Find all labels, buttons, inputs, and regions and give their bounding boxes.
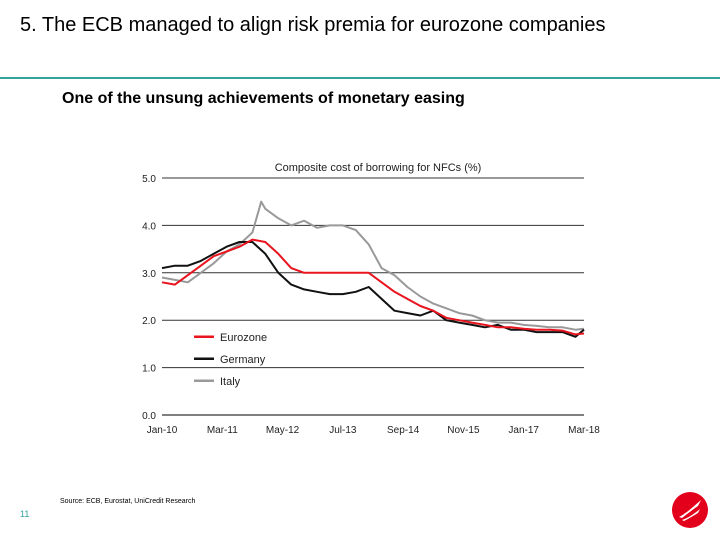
legend-label-italy: Italy <box>220 376 241 388</box>
chart-title: Composite cost of borrowing for NFCs (%) <box>275 162 482 174</box>
chart-legend: Eurozone Germany Italy <box>194 332 267 388</box>
y-tick-label: 2.0 <box>142 316 156 327</box>
logo-mark <box>679 500 701 518</box>
y-tick-label: 5.0 <box>142 174 156 185</box>
y-tick-label: 0.0 <box>142 411 156 422</box>
source-note: Source: ECB, Eurostat, UniCredit Researc… <box>60 498 196 505</box>
unicredit-logo-icon <box>672 492 708 528</box>
x-tick-label: Mar-18 <box>568 425 600 436</box>
series-line-eurozone <box>161 238 585 336</box>
borrowing-cost-chart: Composite cost of borrowing for NFCs (%)… <box>142 162 601 436</box>
logo-mark-tail <box>682 509 700 521</box>
title-divider <box>0 77 720 79</box>
x-tick-label: Jan-17 <box>508 425 539 436</box>
series-lines <box>161 200 585 338</box>
x-tick-label: May-12 <box>266 425 300 436</box>
x-axis-ticks: Jan-10 Mar-11 May-12 Jul-13 Sep-14 Nov-15 Jan-… <box>147 425 601 436</box>
legend-label-germany: Germany <box>220 354 266 366</box>
x-tick-label: Jul-13 <box>329 425 357 436</box>
x-tick-label: Jan-10 <box>147 425 178 436</box>
x-tick-label: Mar-11 <box>207 425 238 436</box>
series-line-italy <box>161 200 585 331</box>
gridlines <box>162 177 584 416</box>
x-tick-label: Sep-14 <box>387 425 420 436</box>
y-tick-label: 1.0 <box>142 364 156 375</box>
series-line-germany <box>161 241 585 338</box>
slide-subtitle: One of the unsung achievements of moneta… <box>62 90 465 107</box>
slide-title: 5. The ECB managed to align risk premia … <box>20 14 606 36</box>
page-number: 11 <box>20 509 30 519</box>
x-tick-label: Nov-15 <box>447 425 480 436</box>
y-tick-label: 3.0 <box>142 269 156 280</box>
y-tick-label: 4.0 <box>142 221 156 232</box>
legend-label-eurozone: Eurozone <box>220 332 267 344</box>
y-axis-ticks: 0.0 1.0 2.0 3.0 4.0 5.0 <box>142 174 156 422</box>
